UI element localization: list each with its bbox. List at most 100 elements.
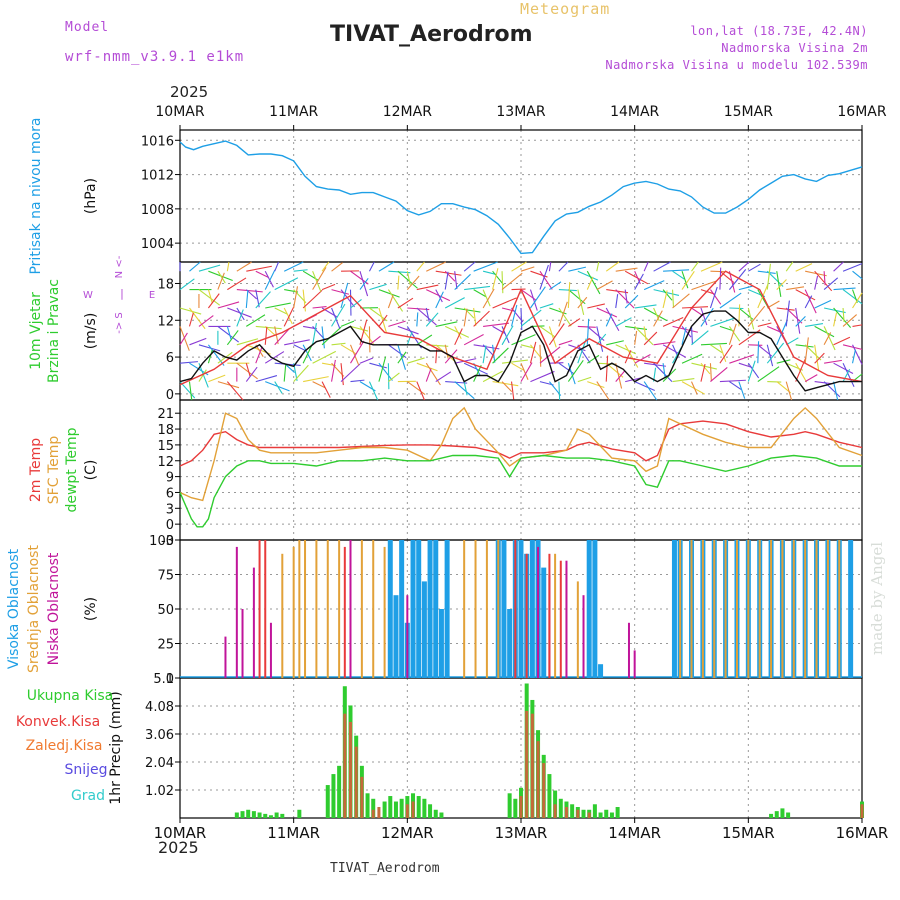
wind-barb (842, 263, 863, 272)
wind-barb (245, 363, 251, 377)
wind-barb (833, 287, 856, 291)
cloud-bar-srednja (298, 540, 301, 678)
precip-bar-ukupna-kisa (274, 812, 279, 818)
wind-barb (643, 261, 649, 272)
wind-barb (615, 370, 626, 382)
wind-barb (709, 286, 718, 309)
precip-bar-ukupna-kisa (570, 804, 575, 818)
wind-barb (709, 363, 712, 382)
wind-barb (520, 266, 535, 272)
wind-barb (284, 339, 310, 346)
series-line-sfc-temp (179, 406, 863, 502)
y-tick-label: 15 (157, 439, 174, 454)
axis-unit: (%) (83, 597, 99, 621)
wind-barb (208, 374, 226, 383)
wind-barb (179, 278, 195, 291)
wind-barb (757, 270, 776, 274)
wind-barb (662, 290, 668, 309)
y-tick-label: 5.1 (153, 672, 174, 687)
precip-bar-ukupna-kisa (547, 774, 552, 818)
wind-barb (700, 307, 708, 326)
wind-barb (539, 303, 554, 309)
wind-barb (454, 381, 475, 400)
precip-bar-ukupna-kisa (297, 809, 302, 818)
wind-barb (624, 294, 639, 309)
wind-barb (662, 316, 684, 327)
wind-barb (331, 262, 343, 272)
wind-barb (198, 264, 221, 272)
wind-barb (681, 381, 706, 395)
wind-barb (255, 346, 263, 364)
x-tick-label-top: 16MAR (837, 104, 886, 120)
wind-barb (236, 289, 263, 293)
model-value: wrf-nmm_v3.9.1 e1km (65, 49, 245, 65)
wind-barb (842, 368, 851, 382)
y-tick-label: 18 (157, 423, 174, 438)
wind-barb (217, 351, 233, 364)
wind-barb (463, 333, 484, 346)
wind-barb (406, 271, 411, 286)
precip-bar-ukupna-kisa (337, 765, 342, 818)
cloud-bar-srednja (360, 540, 363, 678)
wind-barb (416, 261, 425, 272)
wind-barb (785, 337, 799, 346)
wind-barb (691, 307, 704, 317)
wind-barb (747, 362, 760, 379)
y-tick-label: 1004 (141, 237, 174, 252)
precip-bar-konvek-kisa (411, 801, 415, 818)
cloud-bar-niska (565, 560, 568, 678)
cloud-bar-visoka (848, 540, 854, 678)
precip-bar-ukupna-kisa (251, 811, 256, 818)
wind-barb (444, 271, 449, 290)
precip-bar-ukupna-kisa (246, 809, 251, 818)
wind-barb (700, 289, 715, 295)
wind-barb (728, 269, 747, 290)
compass-bar: | (120, 287, 124, 300)
wind-barb (823, 381, 841, 398)
wind-barb (388, 320, 406, 327)
wind-barb (331, 342, 346, 346)
wind-barb (188, 312, 194, 327)
wind-barb (283, 306, 295, 327)
precip-bar-konvek-kisa (525, 710, 529, 818)
wind-barb (463, 261, 476, 272)
precip-bar-ukupna-kisa (365, 793, 370, 818)
wind-barb (530, 286, 546, 309)
precip-legend-item: Grad (71, 788, 105, 804)
panel-frame (179, 261, 863, 401)
wind-barb (350, 379, 365, 383)
wind-barb (672, 293, 690, 309)
wind-barb (596, 326, 604, 352)
cloud-bar-visoka (421, 581, 427, 678)
x-tick-label-top: 13MAR (496, 104, 545, 120)
y-tick-label: 4.08 (145, 700, 174, 715)
x-tick-label-bottom: 16MAR (836, 824, 889, 842)
wind-barb (369, 362, 387, 369)
x-tick-label-bottom: 15MAR (722, 824, 775, 842)
wind-barb (691, 261, 699, 272)
precip-bar-ukupna-kisa (769, 813, 774, 818)
wind-barb (207, 349, 213, 364)
wind-barb (492, 268, 499, 290)
precip-bar-ukupna-kisa (615, 807, 620, 818)
wind-barb (369, 335, 381, 346)
wind-barb (757, 366, 780, 383)
wind-barb (587, 303, 605, 309)
precip-legend-item: Snijeg (64, 762, 107, 778)
precip-bar-konvek-kisa (530, 713, 534, 818)
cloud-bar-visoka (518, 540, 524, 678)
cloud-bar-niska (269, 622, 272, 678)
wind-barb (359, 277, 369, 290)
wind-barb (454, 326, 462, 340)
precip-legend-item: Ukupna Kisa (27, 688, 114, 704)
wind-barb (539, 264, 549, 290)
wind-barb (312, 267, 327, 290)
wind-barb (549, 281, 562, 291)
wind-barb (842, 307, 845, 323)
wind-barb (842, 289, 863, 305)
cloud-bar-srednja (815, 540, 818, 678)
wind-barb (302, 289, 323, 309)
wind-barb (246, 265, 272, 272)
wind-barb (558, 339, 573, 346)
wind-barb (331, 359, 336, 382)
